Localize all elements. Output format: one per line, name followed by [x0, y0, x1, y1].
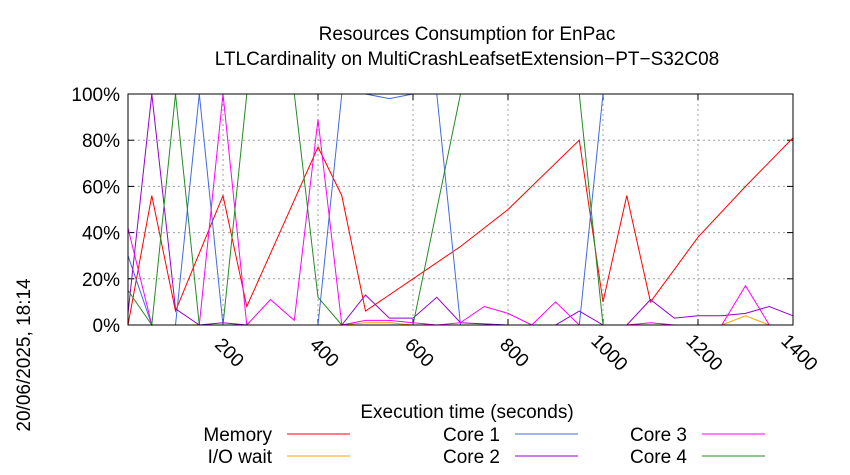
- date-stamp: 20/06/2025, 18:14: [14, 278, 35, 432]
- legend-label: Core 3: [630, 425, 687, 446]
- x-tick-label: 600: [400, 334, 437, 371]
- x-tick-label: 800: [495, 334, 532, 371]
- legend-label: Core 1: [443, 425, 500, 446]
- legend-label: Memory: [203, 425, 272, 446]
- series-line-core-2: [127, 93, 794, 326]
- chart-title: Resources Consumption for EnPac: [319, 24, 616, 45]
- legend-label: Core 2: [443, 447, 500, 468]
- x-tick-label: 1400: [777, 331, 822, 376]
- series-lines: [127, 93, 794, 327]
- y-tick-label: 100%: [71, 85, 120, 106]
- y-tick-label: 20%: [82, 270, 120, 291]
- legend-label: Core 4: [630, 447, 687, 468]
- x-tick-label: 200: [210, 334, 247, 371]
- series-line-core-1: [127, 93, 793, 326]
- x-tick-label: 1200: [682, 331, 727, 376]
- plot-frame: [127, 93, 794, 326]
- x-axis-ticks: 200 400 600 800 1000 1200 1400: [210, 94, 821, 375]
- x-tick-label: 400: [305, 334, 342, 371]
- legend-label: I/O wait: [208, 447, 273, 468]
- y-tick-label: 80%: [82, 131, 120, 152]
- y-tick-label: 0%: [93, 316, 121, 337]
- series-line-core-3: [127, 93, 793, 327]
- grid: [128, 94, 793, 325]
- y-tick-label: 60%: [82, 177, 120, 198]
- y-tick-label: 40%: [82, 224, 120, 245]
- series-line-memory: [127, 137, 794, 326]
- y-axis-ticks: 0% 20% 40% 60% 80% 100%: [71, 85, 793, 337]
- series-line-core-4: [127, 93, 793, 327]
- x-axis-label: Execution time (seconds): [360, 402, 573, 423]
- chart-subtitle: LTLCardinality on MultiCrashLeafsetExten…: [215, 49, 719, 70]
- x-tick-label: 1000: [587, 331, 632, 376]
